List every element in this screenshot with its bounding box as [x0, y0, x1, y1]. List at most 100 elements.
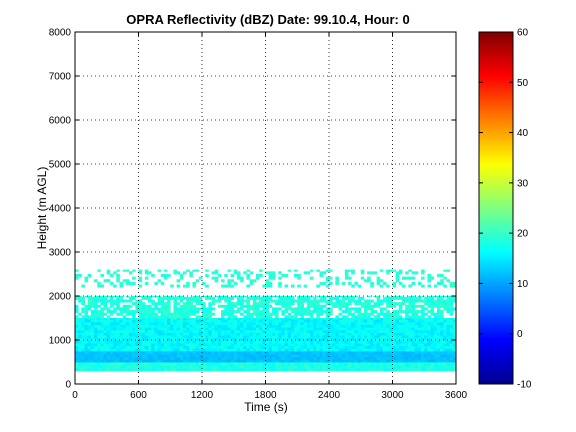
heatmap-cell: [157, 302, 162, 306]
heatmap-cell: [271, 340, 276, 344]
heatmap-cell: [157, 345, 162, 349]
heatmap-cell: [75, 345, 79, 349]
heatmap-cell: [259, 315, 263, 319]
heatmap-cell: [294, 345, 298, 349]
heatmap-cell: [109, 340, 114, 344]
heatmap-cell: [243, 299, 247, 303]
heatmap-cell: [151, 354, 155, 358]
heatmap-cell: [287, 362, 292, 366]
heatmap-cell: [135, 310, 139, 314]
heatmap-cell: [344, 351, 349, 355]
heatmap-cell: [154, 348, 158, 352]
heatmap-cell: [211, 340, 216, 344]
heatmap-cell: [113, 327, 117, 331]
heatmap-cell: [379, 356, 384, 360]
heatmap-cell: [275, 368, 279, 372]
heatmap-cell: [252, 321, 257, 325]
heatmap-cell: [351, 315, 355, 319]
heatmap-cell: [243, 271, 247, 275]
heatmap-cell: [135, 302, 139, 306]
heatmap-cell: [370, 304, 374, 308]
heatmap-cell: [367, 315, 371, 319]
heatmap-cell: [398, 302, 403, 306]
heatmap-cell: [313, 351, 317, 352]
heatmap-cell: [309, 315, 314, 319]
heatmap-cell: [319, 324, 324, 328]
heatmap-cell: [252, 318, 257, 320]
heatmap-cell: [249, 354, 254, 358]
heatmap-cell: [230, 335, 235, 339]
heatmap-cell: [182, 296, 187, 300]
heatmap-cell: [424, 345, 428, 349]
heatmap-cell: [173, 337, 177, 341]
heatmap-cell: [265, 332, 270, 336]
heatmap-cell: [297, 274, 301, 278]
heatmap-cell: [319, 307, 324, 311]
heatmap-cell: [78, 351, 82, 352]
heatmap-cell: [338, 335, 343, 339]
heatmap-cell: [275, 318, 279, 320]
heatmap-cell: [135, 348, 139, 352]
heatmap-cell: [392, 351, 397, 352]
heatmap-cell: [271, 299, 276, 303]
heatmap-cell: [329, 296, 333, 298]
heatmap-cell: [363, 312, 368, 316]
heatmap-cell: [370, 271, 374, 275]
heatmap-cell: [81, 321, 85, 325]
heatmap-cell: [205, 340, 209, 344]
heatmap-cell: [424, 362, 428, 366]
heatmap-cell: [170, 296, 174, 300]
heatmap-cell: [214, 335, 219, 339]
heatmap-cell: [405, 276, 409, 280]
heatmap-cell: [148, 348, 152, 352]
heatmap-cell: [113, 319, 117, 323]
heatmap-cell: [208, 307, 212, 311]
heatmap-cell: [163, 318, 168, 320]
heatmap-cell: [316, 318, 320, 320]
heatmap-cell: [151, 319, 155, 323]
heatmap-cell: [408, 318, 412, 320]
heatmap-cell: [382, 345, 387, 349]
heatmap-cell: [389, 324, 393, 328]
heatmap-cell: [417, 327, 422, 331]
heatmap-cell: [363, 302, 368, 306]
heatmap-cell: [84, 310, 89, 314]
heatmap-cell: [287, 337, 292, 341]
heatmap-cell: [227, 284, 231, 288]
heatmap-cell: [252, 324, 257, 328]
heatmap-cell: [246, 365, 251, 369]
heatmap-cell: [348, 362, 352, 364]
heatmap-cell: [97, 299, 101, 303]
heatmap-cell: [376, 356, 381, 360]
heatmap-cell: [189, 351, 193, 355]
heatmap-cell: [367, 368, 371, 372]
heatmap-cell: [81, 345, 85, 349]
heatmap-cell: [427, 337, 432, 341]
heatmap-cell: [160, 359, 165, 363]
heatmap-cell: [408, 299, 412, 303]
heatmap-cell: [433, 332, 438, 336]
heatmap-cell: [173, 351, 177, 355]
heatmap-cell: [370, 359, 374, 363]
heatmap-cell: [249, 279, 254, 283]
heatmap-cell: [294, 351, 298, 352]
heatmap-cell: [357, 319, 362, 323]
heatmap-cell: [360, 365, 365, 369]
heatmap-cell: [284, 332, 289, 336]
heatmap-cell: [233, 304, 238, 308]
heatmap-cell: [100, 340, 104, 344]
heatmap-cell: [389, 348, 393, 352]
heatmap-cell: [170, 321, 174, 325]
heatmap-cell: [179, 319, 184, 323]
heatmap-cell: [443, 327, 447, 331]
heatmap-cell: [290, 351, 295, 355]
heatmap-cell: [405, 337, 409, 341]
heatmap-cell: [319, 304, 324, 308]
heatmap-cell: [217, 359, 222, 363]
heatmap-cell: [297, 343, 301, 347]
heatmap-cell: [313, 329, 317, 333]
heatmap-cell: [265, 312, 270, 316]
x-axis-ticks: 0 600 1200 1800 2400 3000 3600: [72, 32, 468, 401]
heatmap-cell: [449, 296, 454, 300]
heatmap-cell: [433, 351, 438, 352]
